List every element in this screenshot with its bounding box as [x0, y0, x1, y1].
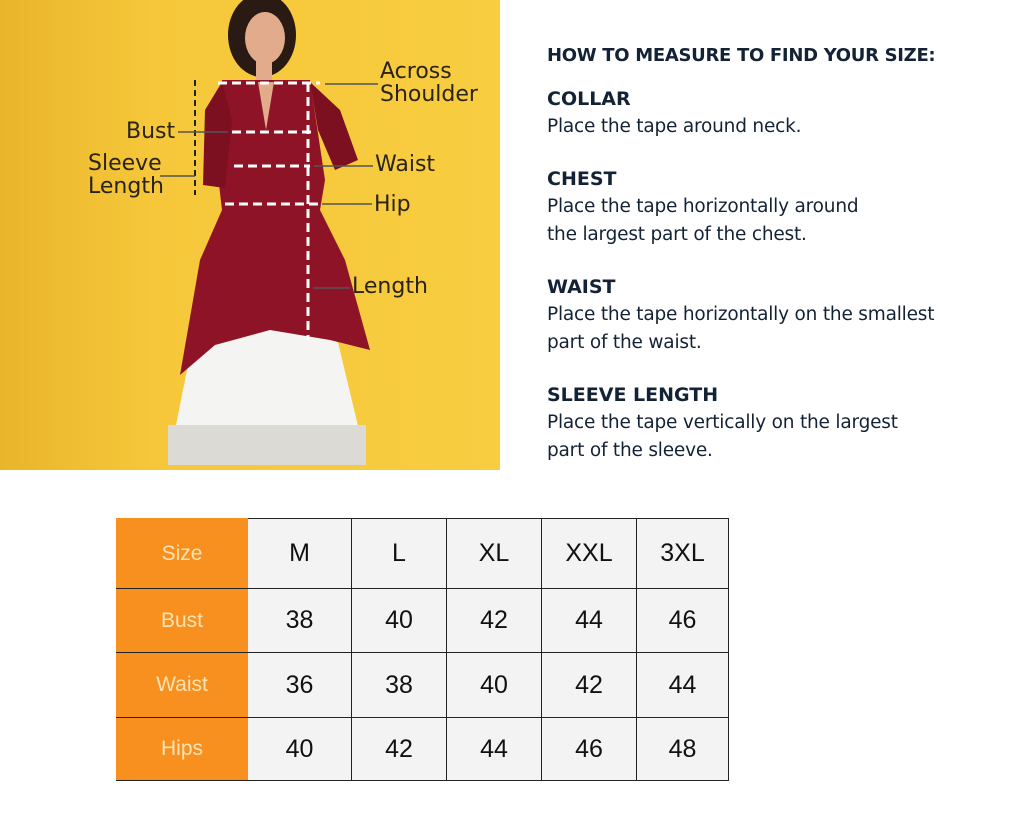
section-text: Place the tape vertically on the largest… — [547, 412, 898, 461]
cell: 46 — [541, 717, 637, 781]
cell: 42 — [351, 717, 447, 781]
cell: 42 — [541, 652, 637, 718]
row-header: Hips — [116, 717, 248, 781]
cell: XL — [446, 518, 542, 589]
cell: 44 — [636, 652, 729, 718]
model-figure — [160, 0, 378, 465]
label-across-shoulder: Across Shoulder — [380, 59, 478, 107]
table-row: Size M L XL XXL 3XL — [116, 518, 729, 589]
guide-heading: HOW TO MEASURE TO FIND YOUR SIZE: — [547, 45, 936, 66]
cell: M — [247, 518, 352, 589]
cell: 36 — [247, 652, 352, 718]
row-header: Size — [116, 518, 248, 589]
label-sleeve-length: Sleeve Length — [88, 151, 164, 199]
cell: 44 — [541, 588, 637, 653]
cell: 44 — [446, 717, 542, 781]
label-waist: Waist — [375, 152, 436, 177]
row-header: Bust — [116, 588, 248, 653]
cell: 38 — [247, 588, 352, 653]
cell: 42 — [446, 588, 542, 653]
label-length: Length — [352, 274, 428, 299]
section-title: COLLAR — [547, 88, 631, 110]
cell: L — [351, 518, 447, 589]
section-title: WAIST — [547, 276, 616, 298]
table-row: Bust 38 40 42 44 46 — [116, 588, 729, 653]
cell: 40 — [446, 652, 542, 718]
section-text: Place the tape horizontally on the small… — [547, 304, 935, 353]
section-text: Place the tape around neck. — [547, 116, 802, 137]
table-row: Hips 40 42 44 46 48 — [116, 717, 729, 781]
section-text: Place the tape horizontally around the l… — [547, 196, 859, 245]
cell: 38 — [351, 652, 447, 718]
label-hip: Hip — [374, 192, 411, 217]
section-title: CHEST — [547, 168, 617, 190]
cell: 3XL — [636, 518, 729, 589]
row-header: Waist — [116, 652, 248, 718]
size-chart-table: Size M L XL XXL 3XL Bust 38 40 42 44 46 … — [116, 518, 729, 781]
cell: 40 — [247, 717, 352, 781]
cell: 40 — [351, 588, 447, 653]
cell: 48 — [636, 717, 729, 781]
cell: 46 — [636, 588, 729, 653]
table-row: Waist 36 38 40 42 44 — [116, 652, 729, 718]
cell: XXL — [541, 518, 637, 589]
section-title: SLEEVE LENGTH — [547, 384, 719, 406]
measurement-illustration: Across Shoulder Bust Sleeve Length Waist… — [0, 0, 500, 470]
label-bust: Bust — [126, 119, 176, 144]
